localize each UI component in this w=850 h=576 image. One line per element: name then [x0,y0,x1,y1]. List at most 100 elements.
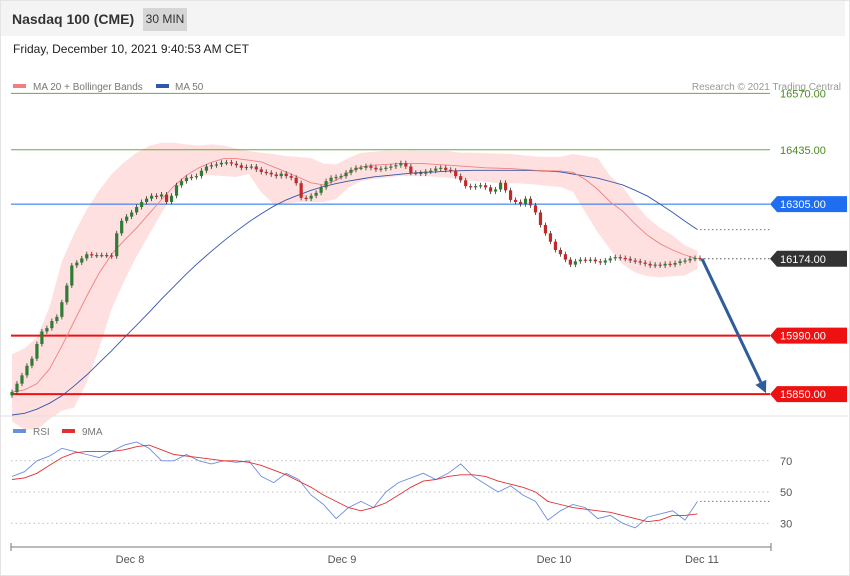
candle-up [309,195,313,199]
bollinger-band [12,142,698,430]
level-tag-support [770,327,847,344]
candle-down [598,261,602,263]
candle-down [563,254,567,260]
candle-up [50,321,54,329]
candle-up [379,168,383,170]
candle-down [229,162,233,164]
candle-up [384,167,388,169]
candle-up [209,165,214,167]
candle-down [489,187,493,192]
candle-up [613,257,617,259]
candle-down [643,262,647,264]
candle-up [493,189,498,192]
candle-up [414,172,418,174]
candle-up [65,285,69,303]
candle-up [693,257,697,260]
candle-up [314,192,318,196]
candle-down [444,167,448,170]
candle-up [204,166,209,171]
candle-down [105,255,109,257]
copyright-label: Research © 2021 Trading Central [692,82,841,93]
candle-down [419,172,423,174]
candle-up [120,220,124,234]
candle-down [503,182,508,191]
candle-down [254,166,258,170]
candle-down [668,263,672,266]
candle-down [409,166,413,173]
level-label-15990.00: 15990.00 [780,331,826,343]
candle-up [55,316,59,322]
candle-up [329,177,333,182]
report-datetime: Friday, December 10, 2021 9:40:53 AM CET [13,42,249,56]
candle-down [454,170,458,177]
candle-up [344,172,348,177]
level-labels: 16570.00 16435.00 16305.00 16174.00 15990.00… [770,88,847,403]
candle-up [145,198,149,202]
legend-rsi-swatch [13,429,26,433]
candle-up [199,170,204,177]
moving-averages [11,158,770,416]
candle-up [159,194,164,197]
candle-down [404,163,408,167]
candle-down [374,167,378,170]
chart-header: Nasdaq 100 (CME) 30 MIN [1,1,845,36]
candle-up [523,198,528,205]
candle-up [149,195,154,199]
candle-up [498,182,503,190]
candle-up [80,258,84,263]
forecast-arrow-shaft [700,258,763,383]
candle-down [299,183,303,198]
legend-rsi-label: RSI [33,427,50,438]
candle-down [304,197,308,200]
candle-down [294,177,298,184]
candle-down [90,254,94,256]
rsi-tick-label-30: 30 [780,518,792,530]
candle-up [40,331,44,344]
candle-up [653,264,657,266]
candle-up [45,328,49,332]
candle-up [219,162,223,165]
rsi-tick-label-70: 70 [780,456,792,468]
candle-up [169,195,174,202]
candle-down [289,176,293,178]
level-label-16570.00: 16570.00 [780,88,826,100]
level-label-16174.00: 16174.00 [780,254,826,266]
candle-up [578,259,582,262]
candle-down [269,172,273,175]
candle-down [633,260,637,262]
candle-up [15,383,19,393]
candle-down [449,169,453,172]
candle-down [469,186,473,188]
candle-down [533,205,538,213]
candle-up [573,261,577,265]
candle-down [553,241,558,251]
candle-up [214,164,219,166]
level-lines [11,92,770,396]
candle-up [479,185,483,187]
candle-up [130,212,134,217]
candle-down [464,180,468,187]
candle-up [70,265,74,286]
candle-up [20,375,24,384]
candle-up [399,163,403,166]
x-tick-label: Dec 9 [328,554,357,566]
candle-down [698,257,702,260]
timeframe-button[interactable]: 30 MIN [143,8,187,31]
candle-down [628,258,632,261]
candle-up [673,262,677,265]
candle-down [593,259,597,262]
level-label-16435.00: 16435.00 [780,145,826,157]
candle-down [259,169,263,172]
candle-down [538,212,543,225]
candle-down [459,176,463,181]
candle-down [274,174,278,177]
candle-down [548,233,553,242]
candle-up [324,181,328,188]
candle-down [623,257,627,260]
candle-down [284,173,288,177]
x-tick-label: Dec 10 [537,554,572,566]
candle-up [434,168,438,171]
candle-up [194,176,199,178]
candle-down [558,250,563,255]
